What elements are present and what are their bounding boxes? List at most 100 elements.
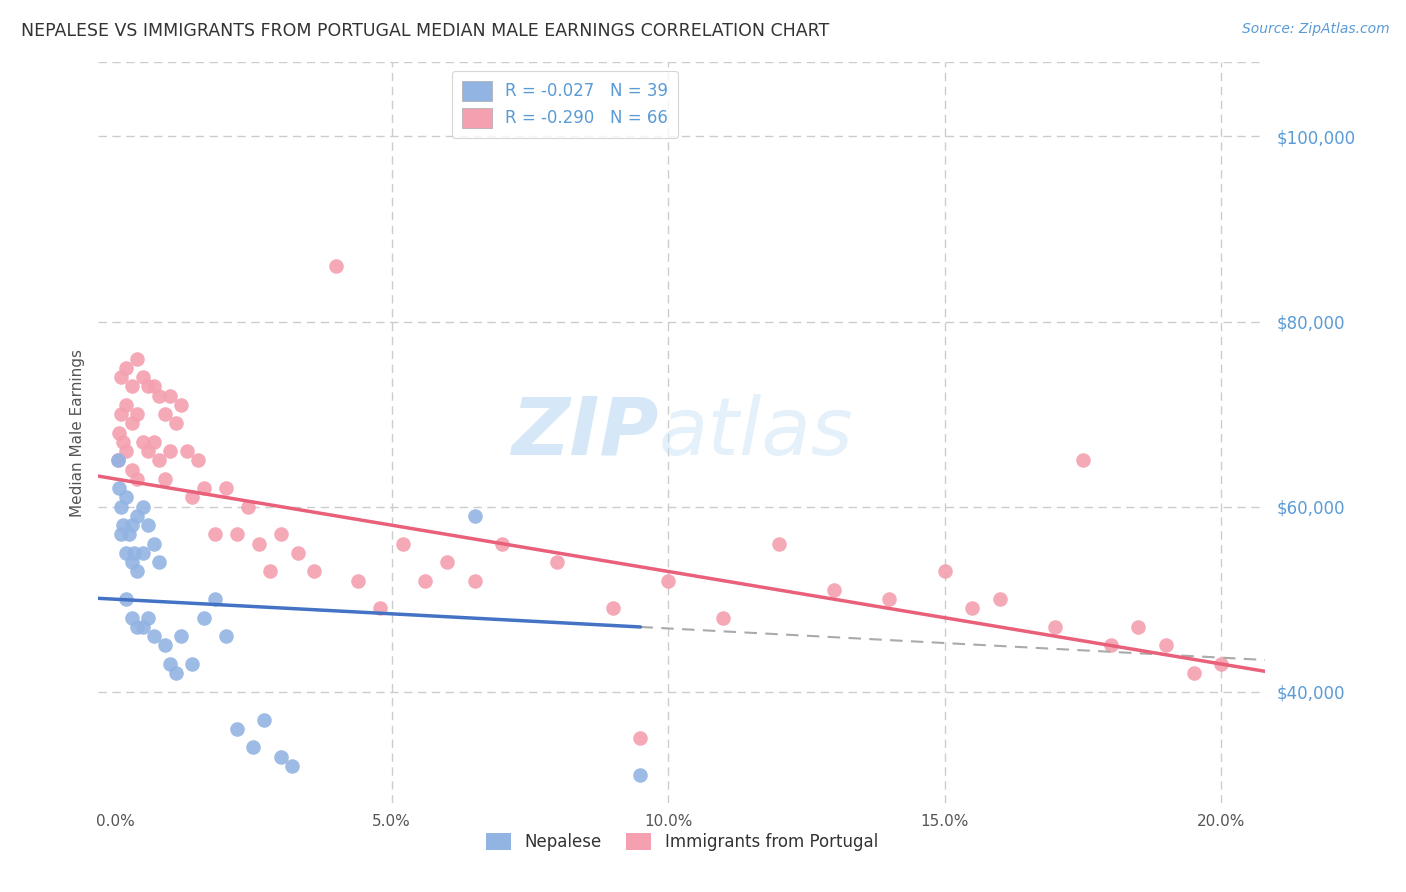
Point <box>193 610 215 624</box>
Point <box>1211 657 1233 671</box>
Point <box>115 360 138 375</box>
Point <box>270 749 292 764</box>
Point <box>463 574 485 588</box>
Point <box>170 629 193 643</box>
Point <box>142 536 165 550</box>
Point <box>127 407 149 421</box>
Point <box>823 582 845 597</box>
Point <box>108 481 131 495</box>
Point <box>121 417 143 431</box>
Point <box>115 444 138 458</box>
Point <box>110 527 132 541</box>
Point <box>115 546 138 560</box>
Point <box>159 444 181 458</box>
Point <box>115 491 138 505</box>
Point <box>436 555 458 569</box>
Point <box>628 731 651 745</box>
Point <box>153 407 176 421</box>
Point <box>110 500 132 514</box>
Point <box>768 536 790 550</box>
Point <box>1045 620 1067 634</box>
Point <box>347 574 370 588</box>
Point <box>713 610 735 624</box>
Point <box>214 481 236 495</box>
Point <box>302 565 325 579</box>
Point <box>270 527 292 541</box>
Point <box>242 740 264 755</box>
Point <box>142 629 165 643</box>
Point <box>962 601 984 615</box>
Point <box>136 379 159 393</box>
Point <box>107 453 129 467</box>
Point <box>463 508 485 523</box>
Point <box>281 758 304 772</box>
Point <box>127 565 149 579</box>
Point <box>370 601 392 615</box>
Point <box>159 388 181 402</box>
Point <box>142 434 165 449</box>
Point <box>165 417 187 431</box>
Point <box>108 425 131 440</box>
Point <box>121 518 143 533</box>
Point <box>491 536 513 550</box>
Point <box>127 620 149 634</box>
Point <box>107 453 129 467</box>
Point <box>136 610 159 624</box>
Point <box>121 555 143 569</box>
Point <box>225 722 247 736</box>
Point <box>546 555 568 569</box>
Point <box>148 453 170 467</box>
Point <box>879 592 901 607</box>
Point <box>153 639 176 653</box>
Text: NEPALESE VS IMMIGRANTS FROM PORTUGAL MEDIAN MALE EARNINGS CORRELATION CHART: NEPALESE VS IMMIGRANTS FROM PORTUGAL MED… <box>21 22 830 40</box>
Point <box>988 592 1011 607</box>
Point <box>657 574 679 588</box>
Point <box>165 666 187 681</box>
Point <box>176 444 198 458</box>
Point <box>391 536 413 550</box>
Point <box>115 592 138 607</box>
Point <box>136 444 159 458</box>
Legend: Nepalese, Immigrants from Portugal: Nepalese, Immigrants from Portugal <box>479 826 884 857</box>
Point <box>1154 639 1177 653</box>
Point <box>325 259 347 273</box>
Point <box>112 434 135 449</box>
Point <box>131 370 153 384</box>
Point <box>124 546 146 560</box>
Point <box>934 565 956 579</box>
Point <box>1182 666 1205 681</box>
Point <box>1071 453 1094 467</box>
Point <box>142 379 165 393</box>
Point <box>121 379 143 393</box>
Point <box>628 768 651 782</box>
Point <box>110 370 132 384</box>
Point <box>121 610 143 624</box>
Point <box>225 527 247 541</box>
Point <box>121 462 143 476</box>
Point <box>253 713 276 727</box>
Point <box>181 491 204 505</box>
Point <box>1099 639 1122 653</box>
Point <box>148 388 170 402</box>
Point <box>136 518 159 533</box>
Point <box>127 351 149 366</box>
Point <box>259 565 281 579</box>
Point <box>131 500 153 514</box>
Point <box>413 574 436 588</box>
Y-axis label: Median Male Earnings: Median Male Earnings <box>69 349 84 516</box>
Text: Source: ZipAtlas.com: Source: ZipAtlas.com <box>1241 22 1389 37</box>
Point <box>110 407 132 421</box>
Point <box>204 527 226 541</box>
Point <box>118 527 141 541</box>
Text: atlas: atlas <box>658 393 853 472</box>
Point <box>236 500 259 514</box>
Point <box>131 434 153 449</box>
Point <box>115 398 138 412</box>
Point <box>602 601 624 615</box>
Point <box>131 620 153 634</box>
Point <box>214 629 236 643</box>
Point <box>127 472 149 486</box>
Point <box>159 657 181 671</box>
Point <box>148 555 170 569</box>
Point <box>170 398 193 412</box>
